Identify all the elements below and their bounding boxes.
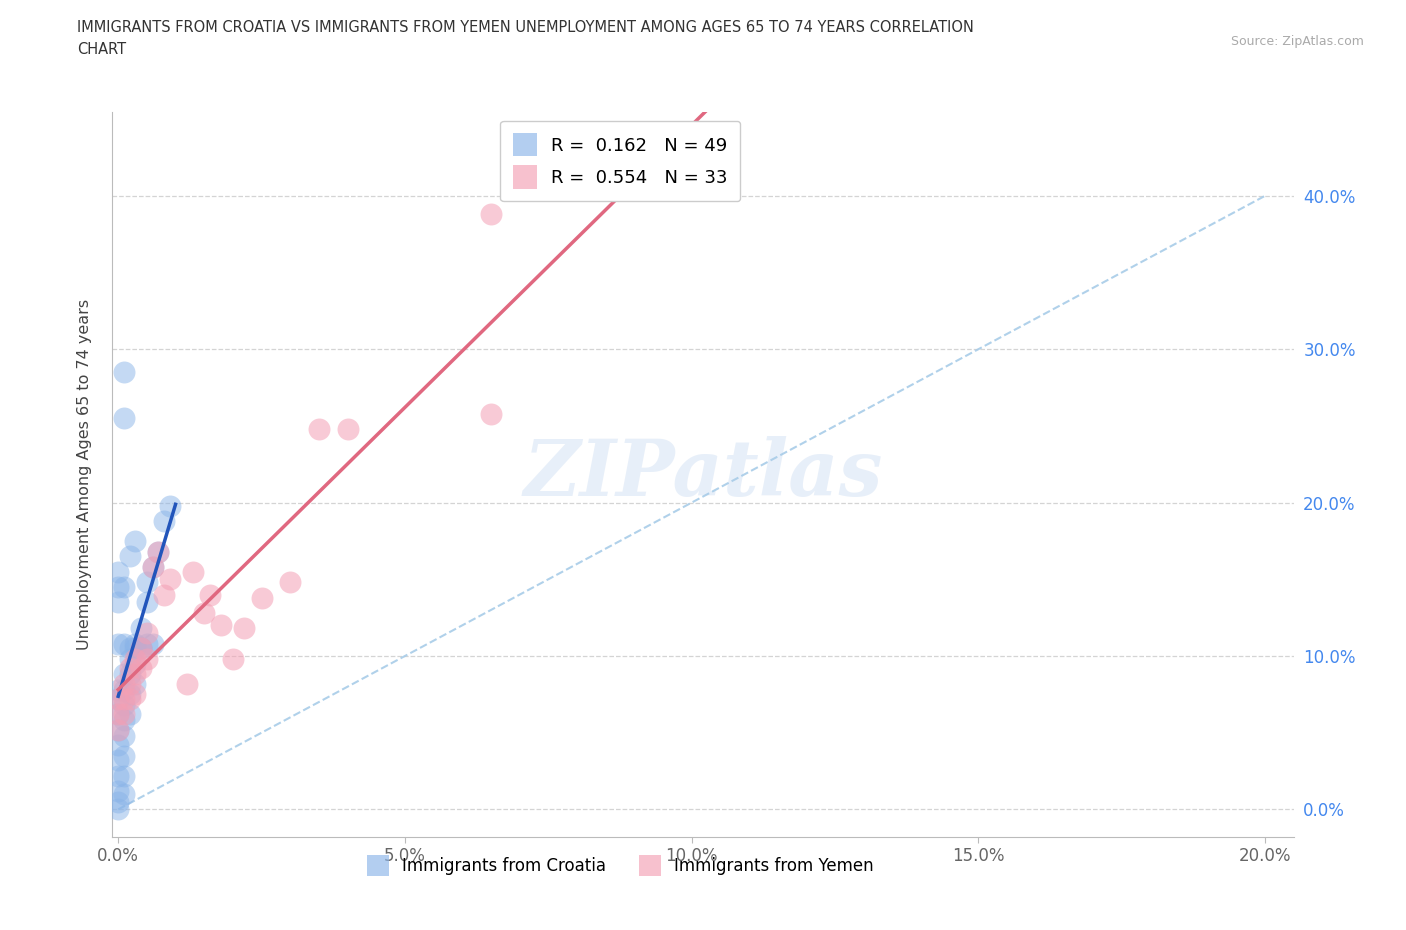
Point xyxy=(153,587,176,602)
Point xyxy=(107,683,129,698)
Point xyxy=(112,707,135,722)
Point xyxy=(198,587,221,602)
Text: IMMIGRANTS FROM CROATIA VS IMMIGRANTS FROM YEMEN UNEMPLOYMENT AMONG AGES 65 TO 7: IMMIGRANTS FROM CROATIA VS IMMIGRANTS FR… xyxy=(77,20,974,35)
Point xyxy=(124,534,146,549)
Point xyxy=(250,591,273,605)
Point xyxy=(112,636,135,651)
Point xyxy=(112,787,135,802)
Point xyxy=(135,652,157,667)
Point xyxy=(148,544,170,559)
Point xyxy=(118,692,141,707)
Point xyxy=(124,636,146,651)
Point xyxy=(118,667,141,682)
Point xyxy=(107,784,129,799)
Point xyxy=(118,549,141,564)
Point xyxy=(118,652,141,667)
Point xyxy=(107,636,129,651)
Point xyxy=(124,657,146,671)
Point xyxy=(107,723,129,737)
Point xyxy=(142,560,165,575)
Point xyxy=(107,565,129,579)
Point xyxy=(479,406,502,421)
Point xyxy=(142,636,165,651)
Point xyxy=(107,579,129,594)
Point xyxy=(107,707,129,722)
Point xyxy=(159,572,181,587)
Point xyxy=(233,621,256,636)
Point xyxy=(308,421,330,436)
Point xyxy=(112,728,135,743)
Point xyxy=(336,421,359,436)
Point xyxy=(278,575,301,590)
Point xyxy=(112,683,135,698)
Point xyxy=(112,713,135,728)
Point xyxy=(181,565,204,579)
Point xyxy=(112,365,135,379)
Point xyxy=(112,698,135,712)
Point xyxy=(222,652,245,667)
Point xyxy=(129,621,152,636)
Legend: Immigrants from Croatia, Immigrants from Yemen: Immigrants from Croatia, Immigrants from… xyxy=(360,848,880,884)
Point xyxy=(112,411,135,426)
Point xyxy=(124,667,146,682)
Point xyxy=(107,737,129,752)
Point xyxy=(124,652,146,667)
Point xyxy=(107,595,129,610)
Text: ZIPatlas: ZIPatlas xyxy=(523,436,883,512)
Point xyxy=(479,206,502,221)
Point xyxy=(124,687,146,702)
Point xyxy=(148,544,170,559)
Point xyxy=(107,753,129,768)
Text: CHART: CHART xyxy=(77,42,127,57)
Point xyxy=(112,676,135,691)
Point xyxy=(112,692,135,707)
Point xyxy=(153,513,176,528)
Point xyxy=(118,687,141,702)
Point xyxy=(129,641,152,656)
Point xyxy=(107,768,129,783)
Point xyxy=(193,605,215,620)
Point xyxy=(112,768,135,783)
Point xyxy=(107,802,129,817)
Point xyxy=(107,723,129,737)
Point xyxy=(129,661,152,676)
Point xyxy=(112,749,135,764)
Point xyxy=(135,575,157,590)
Point xyxy=(112,667,135,682)
Point xyxy=(129,641,152,656)
Point xyxy=(209,618,232,632)
Point xyxy=(129,641,152,656)
Point xyxy=(118,641,141,656)
Point xyxy=(176,676,198,691)
Point xyxy=(112,579,135,594)
Point xyxy=(107,692,129,707)
Point xyxy=(135,636,157,651)
Point xyxy=(107,794,129,809)
Point xyxy=(118,661,141,676)
Point xyxy=(124,676,146,691)
Point xyxy=(159,498,181,513)
Y-axis label: Unemployment Among Ages 65 to 74 years: Unemployment Among Ages 65 to 74 years xyxy=(77,299,91,650)
Point xyxy=(124,641,146,656)
Text: Source: ZipAtlas.com: Source: ZipAtlas.com xyxy=(1230,35,1364,48)
Point xyxy=(118,676,141,691)
Point xyxy=(135,595,157,610)
Point xyxy=(107,707,129,722)
Point xyxy=(135,626,157,641)
Point xyxy=(142,560,165,575)
Point xyxy=(118,707,141,722)
Point xyxy=(107,692,129,707)
